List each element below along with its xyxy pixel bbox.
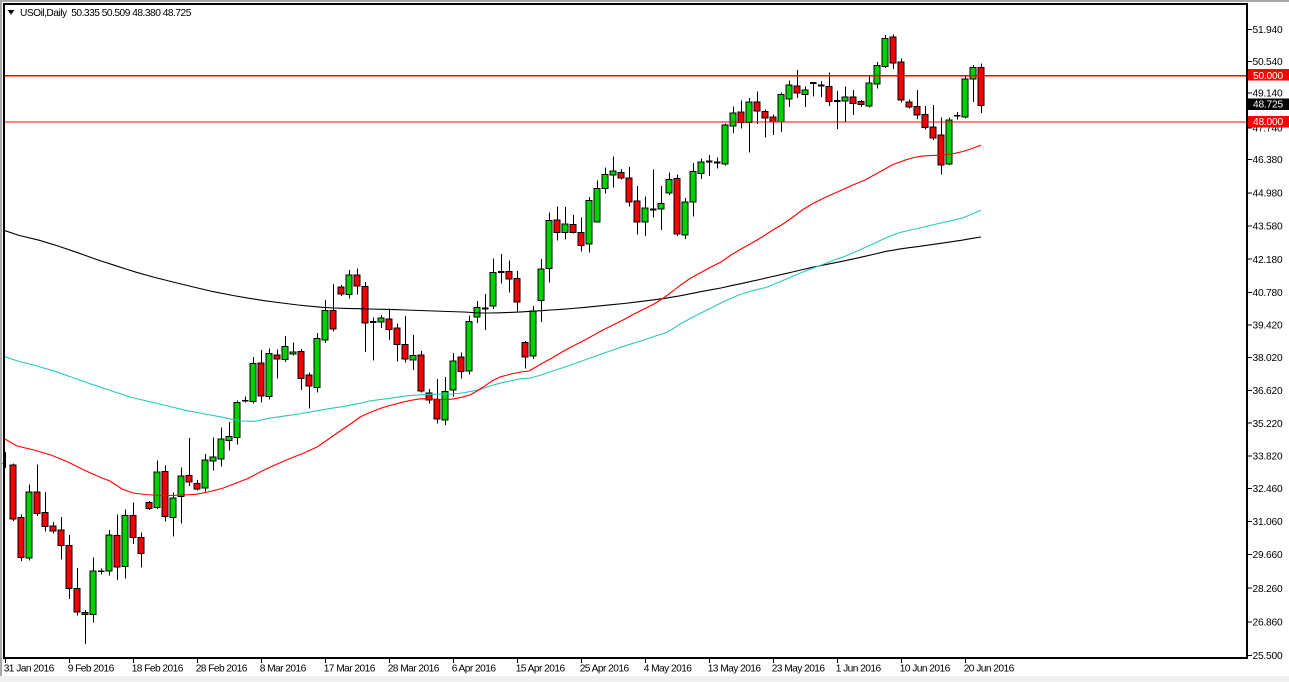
svg-text:25.500: 25.500: [1253, 651, 1283, 662]
svg-text:15 Apr 2016: 15 Apr 2016: [516, 664, 566, 675]
svg-text:18 Feb 2016: 18 Feb 2016: [132, 664, 184, 675]
svg-text:31.060: 31.060: [1253, 517, 1283, 528]
svg-text:33.820: 33.820: [1253, 451, 1283, 462]
svg-text:43.580: 43.580: [1253, 222, 1283, 233]
svg-text:1 Jun 2016: 1 Jun 2016: [836, 664, 882, 675]
svg-text:17 Mar 2016: 17 Mar 2016: [324, 664, 376, 675]
svg-text:32.460: 32.460: [1253, 484, 1283, 495]
svg-text:28.260: 28.260: [1253, 584, 1283, 595]
svg-text:48.725: 48.725: [1253, 100, 1283, 111]
svg-text:6 Apr 2016: 6 Apr 2016: [452, 664, 497, 675]
svg-text:40.780: 40.780: [1253, 288, 1283, 299]
svg-text:46.380: 46.380: [1253, 155, 1283, 166]
svg-text:28 Feb 2016: 28 Feb 2016: [196, 664, 248, 675]
svg-text:44.980: 44.980: [1253, 188, 1283, 199]
svg-text:23 May 2016: 23 May 2016: [772, 664, 826, 675]
svg-text:49.140: 49.140: [1253, 89, 1283, 100]
svg-text:48.000: 48.000: [1253, 117, 1283, 128]
svg-text:28 Mar 2016: 28 Mar 2016: [388, 664, 440, 675]
svg-text:51.940: 51.940: [1253, 25, 1283, 36]
svg-text:USOil,Daily 50.335 50.509 48.: USOil,Daily 50.335 50.509 48.380 48.725: [20, 8, 192, 19]
svg-text:29.660: 29.660: [1253, 550, 1283, 561]
svg-text:47.740: 47.740: [1253, 124, 1283, 135]
svg-text:39.420: 39.420: [1253, 320, 1283, 331]
svg-text:9 Feb 2016: 9 Feb 2016: [68, 664, 115, 675]
svg-text:26.860: 26.860: [1253, 618, 1283, 629]
svg-text:10 Jun 2016: 10 Jun 2016: [900, 664, 951, 675]
svg-text:35.220: 35.220: [1253, 419, 1283, 430]
svg-text:50.000: 50.000: [1253, 71, 1283, 82]
svg-text:25 Apr 2016: 25 Apr 2016: [580, 664, 630, 675]
svg-text:38.020: 38.020: [1253, 353, 1283, 364]
svg-text:8 Mar 2016: 8 Mar 2016: [260, 664, 307, 675]
svg-text:36.620: 36.620: [1253, 386, 1283, 397]
svg-text:31 Jan 2016: 31 Jan 2016: [4, 664, 55, 675]
svg-text:20 Jun 2016: 20 Jun 2016: [964, 664, 1015, 675]
svg-text:4 May 2016: 4 May 2016: [644, 664, 693, 675]
svg-text:13 May 2016: 13 May 2016: [708, 664, 762, 675]
svg-text:50.540: 50.540: [1253, 57, 1283, 68]
svg-text:42.180: 42.180: [1253, 255, 1283, 266]
